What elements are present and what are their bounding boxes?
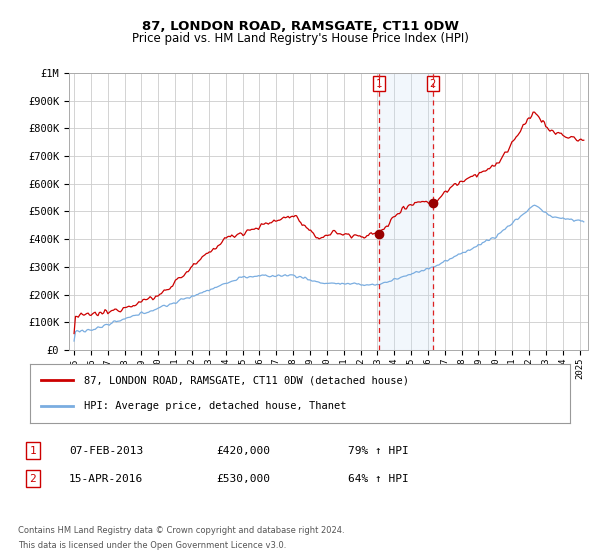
Text: 87, LONDON ROAD, RAMSGATE, CT11 0DW (detached house): 87, LONDON ROAD, RAMSGATE, CT11 0DW (det… <box>84 375 409 385</box>
Text: 2: 2 <box>430 79 436 89</box>
Text: 64% ↑ HPI: 64% ↑ HPI <box>348 474 409 484</box>
Bar <box>379 73 433 350</box>
Text: 1: 1 <box>376 79 382 89</box>
Text: 1: 1 <box>29 446 37 456</box>
Text: £420,000: £420,000 <box>216 446 270 456</box>
Text: 15-APR-2016: 15-APR-2016 <box>69 474 143 484</box>
Text: Contains HM Land Registry data © Crown copyright and database right 2024.: Contains HM Land Registry data © Crown c… <box>18 526 344 535</box>
Text: £530,000: £530,000 <box>216 474 270 484</box>
Text: 2: 2 <box>29 474 37 484</box>
Text: HPI: Average price, detached house, Thanet: HPI: Average price, detached house, Than… <box>84 402 347 412</box>
Text: Price paid vs. HM Land Registry's House Price Index (HPI): Price paid vs. HM Land Registry's House … <box>131 32 469 45</box>
Text: This data is licensed under the Open Government Licence v3.0.: This data is licensed under the Open Gov… <box>18 541 286 550</box>
Text: 07-FEB-2013: 07-FEB-2013 <box>69 446 143 456</box>
Text: 79% ↑ HPI: 79% ↑ HPI <box>348 446 409 456</box>
Text: 87, LONDON ROAD, RAMSGATE, CT11 0DW: 87, LONDON ROAD, RAMSGATE, CT11 0DW <box>142 20 458 32</box>
